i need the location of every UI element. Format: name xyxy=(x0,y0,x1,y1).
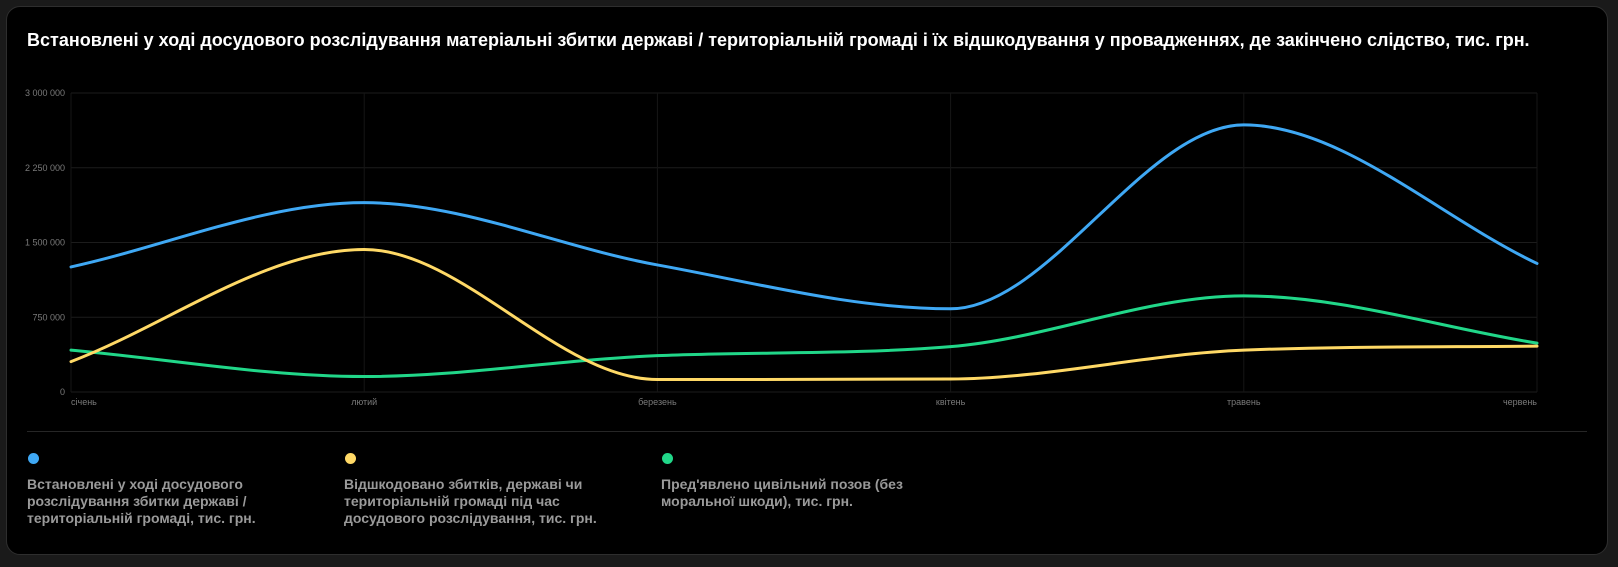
chart-title: Встановлені у ході досудового розслідува… xyxy=(27,30,1530,50)
series-line-1[interactable] xyxy=(69,247,1539,382)
x-tick-label: лютий xyxy=(351,397,377,407)
x-tick-label: квітень xyxy=(936,397,966,407)
y-tick-label: 1 500 000 xyxy=(25,238,65,248)
legend-dot-icon xyxy=(662,453,673,464)
y-tick-label: 2 250 000 xyxy=(25,163,65,173)
y-tick-label: 0 xyxy=(60,387,65,397)
legend-divider xyxy=(27,431,1587,432)
y-tick-label: 750 000 xyxy=(32,312,65,322)
legend-label: Пред'явлено цивільний позов (без моральн… xyxy=(661,476,903,509)
line-chart: 0 750 000 1 500 000 2 250 000 3 000 000 січе… xyxy=(25,88,1539,407)
x-tick-label: січень xyxy=(71,397,97,407)
series-line-2[interactable] xyxy=(69,294,1539,379)
legend-item-compensated-damages[interactable]: Відшкодовано збитків, державі чи територ… xyxy=(344,453,644,527)
x-tick-label: березень xyxy=(638,397,677,407)
legend-item-established-damages[interactable]: Встановлені у ході досудового розслідува… xyxy=(27,453,327,527)
series-line-0[interactable] xyxy=(69,123,1539,311)
legend-label: Встановлені у ході досудового розслідува… xyxy=(27,476,256,526)
legend-label: Відшкодовано збитків, державі чи територ… xyxy=(344,476,597,526)
legend-item-civil-claims[interactable]: Пред'явлено цивільний позов (без моральн… xyxy=(661,453,961,510)
x-axis: січень лютий березень квітень травень червень xyxy=(71,397,1537,407)
x-tick-label: травень xyxy=(1227,397,1261,407)
legend-dot-icon xyxy=(345,453,356,464)
chart-card: Встановлені у ході досудового розслідува… xyxy=(6,6,1608,555)
y-tick-label: 3 000 000 xyxy=(25,88,65,98)
series-lines xyxy=(69,123,1539,382)
legend-dot-icon xyxy=(28,453,39,464)
y-axis: 0 750 000 1 500 000 2 250 000 3 000 000 xyxy=(25,88,65,397)
x-tick-label: червень xyxy=(1503,397,1537,407)
